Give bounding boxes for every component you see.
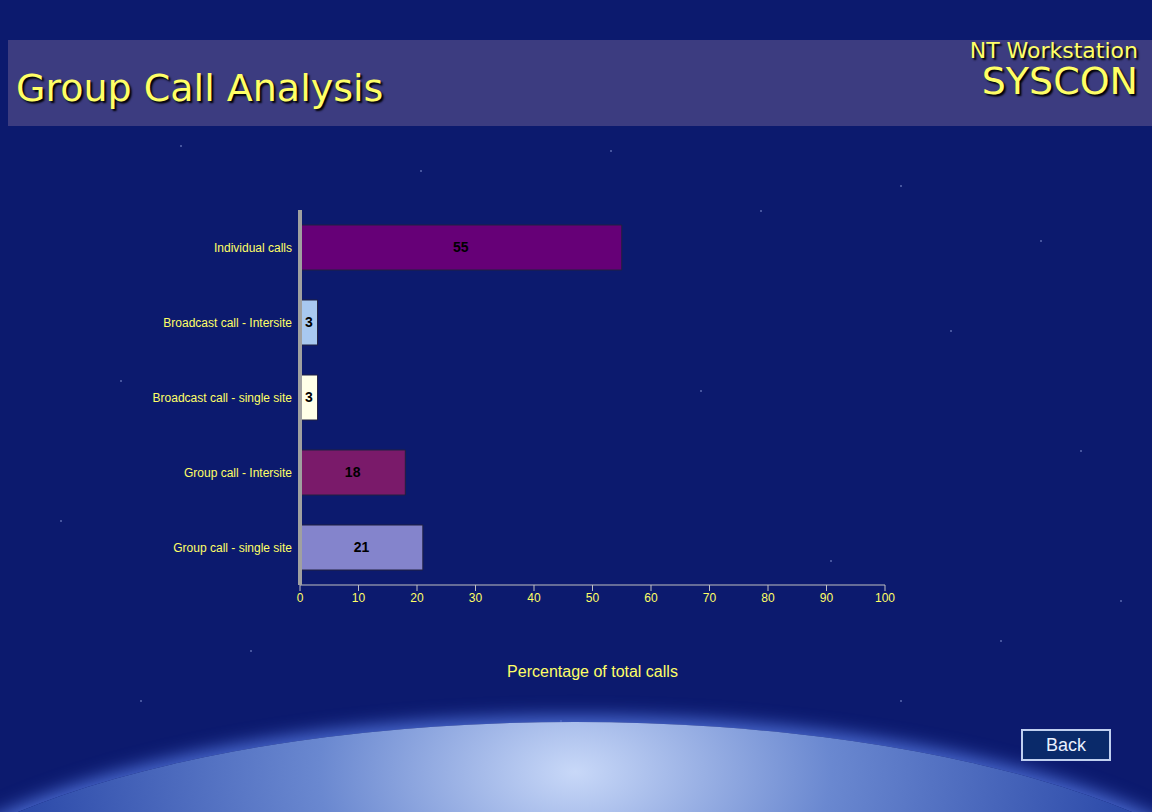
svg-text:Broadcast call - single site: Broadcast call - single site <box>153 391 293 405</box>
svg-text:100: 100 <box>875 591 895 605</box>
svg-text:18: 18 <box>345 464 361 480</box>
svg-text:Broadcast call - Intersite: Broadcast call - Intersite <box>163 316 292 330</box>
svg-text:3: 3 <box>305 314 313 330</box>
svg-text:Group call - Intersite: Group call - Intersite <box>184 466 292 480</box>
svg-text:50: 50 <box>586 591 600 605</box>
svg-text:80: 80 <box>761 591 775 605</box>
svg-text:3: 3 <box>305 389 313 405</box>
html-text:Back: Back <box>1046 734 1086 755</box>
html-text:SYSCON: SYSCON <box>981 59 1138 103</box>
svg-text:0: 0 <box>297 591 304 605</box>
svg-text:60: 60 <box>644 591 658 605</box>
html-text:Group Call Analysis: Group Call Analysis <box>16 66 384 110</box>
svg-text:21: 21 <box>354 539 370 555</box>
svg-text:Percentage of total calls: Percentage of total calls <box>507 663 678 680</box>
html-text:NT Workstation: NT Workstation <box>969 38 1138 63</box>
svg-text:30: 30 <box>469 591 483 605</box>
svg-text:55: 55 <box>453 239 469 255</box>
svg-text:Group call - single site: Group call - single site <box>173 541 292 555</box>
svg-text:10: 10 <box>352 591 366 605</box>
svg-text:70: 70 <box>703 591 717 605</box>
svg-text:40: 40 <box>527 591 541 605</box>
svg-text:90: 90 <box>820 591 834 605</box>
svg-text:20: 20 <box>410 591 424 605</box>
svg-text:Individual calls: Individual calls <box>214 241 292 255</box>
